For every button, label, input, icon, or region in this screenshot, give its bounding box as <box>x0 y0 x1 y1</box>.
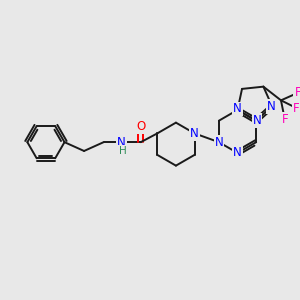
Text: F: F <box>295 86 300 99</box>
Text: N: N <box>253 114 262 127</box>
Text: O: O <box>136 120 146 133</box>
Text: N: N <box>233 146 242 159</box>
Text: N: N <box>117 136 126 149</box>
Text: F: F <box>282 113 288 126</box>
Text: N: N <box>214 136 223 149</box>
Text: H: H <box>119 146 127 156</box>
Text: N: N <box>267 100 275 113</box>
Text: F: F <box>293 102 300 115</box>
Text: N: N <box>190 127 199 140</box>
Text: N: N <box>233 103 242 116</box>
